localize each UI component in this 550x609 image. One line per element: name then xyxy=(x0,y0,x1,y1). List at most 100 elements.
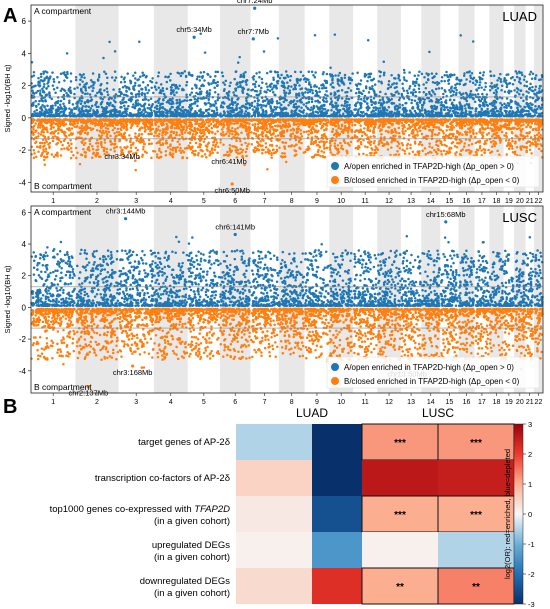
point-a-open xyxy=(347,78,351,81)
point-a-open xyxy=(219,105,223,109)
point-b-closed xyxy=(148,119,151,122)
point-a-open xyxy=(63,79,66,82)
point-b-closed xyxy=(142,123,146,126)
point-a-open xyxy=(150,80,154,84)
point-a-open xyxy=(280,81,284,84)
point-a-open xyxy=(123,104,126,108)
point-b-closed xyxy=(231,126,234,130)
point-a-open xyxy=(297,79,300,82)
point-a-open xyxy=(217,93,220,96)
point-a-open xyxy=(104,72,108,76)
point-a-open xyxy=(374,108,378,112)
point-b-closed xyxy=(274,128,277,131)
point-b-closed xyxy=(183,131,187,134)
point-b-closed xyxy=(73,122,76,126)
point-a-open xyxy=(244,109,248,113)
point-a-open xyxy=(74,75,78,79)
point-b-closed xyxy=(259,139,262,143)
scatter-points xyxy=(30,32,544,172)
point-b-closed xyxy=(119,128,123,132)
point-b-closed xyxy=(103,124,106,127)
point-a-open xyxy=(96,79,100,82)
point-b-closed xyxy=(328,148,332,152)
point-a-open xyxy=(236,102,239,106)
point-a-open xyxy=(103,107,106,110)
point-a-open xyxy=(77,113,80,117)
point-b-closed xyxy=(357,131,361,134)
point-b-closed xyxy=(228,132,231,135)
point-b-closed xyxy=(69,156,73,160)
point-b-closed xyxy=(235,139,238,143)
point-a-open xyxy=(39,75,43,79)
point-b-closed xyxy=(334,146,337,150)
point-a-open xyxy=(254,85,257,89)
point-a-open xyxy=(373,114,376,118)
point-a-open xyxy=(359,91,362,95)
point-a-open xyxy=(324,93,327,97)
point-a-open xyxy=(260,96,264,99)
point-b-closed xyxy=(69,147,73,150)
point-b-closed xyxy=(330,118,333,121)
point-a-open xyxy=(354,108,358,111)
point-b-closed xyxy=(321,137,325,140)
point-a-open xyxy=(295,112,298,116)
point-a-open xyxy=(69,110,73,114)
point-a-open xyxy=(65,91,68,95)
point-b-closed xyxy=(40,141,44,145)
point-b-closed xyxy=(290,118,293,121)
point-a-open xyxy=(220,114,223,118)
point-a-open xyxy=(305,112,308,116)
point-b-closed xyxy=(187,118,190,121)
point-b-closed xyxy=(70,127,74,130)
point-a-open xyxy=(169,88,173,92)
point-a-open xyxy=(406,91,410,95)
point-a-open xyxy=(357,87,360,91)
point-a-open xyxy=(134,99,138,103)
point-b-closed xyxy=(49,127,53,131)
point-a-open xyxy=(169,91,173,95)
point-a-open xyxy=(270,88,274,91)
point-a-open xyxy=(65,114,69,118)
point-a-open xyxy=(239,84,242,87)
point-a-open xyxy=(43,82,46,86)
point-a-open xyxy=(397,112,401,116)
point-a-open xyxy=(80,107,84,110)
point-b-closed xyxy=(50,153,54,156)
point-b-closed xyxy=(264,134,268,138)
point-b-closed xyxy=(358,118,362,121)
point-a-open xyxy=(329,97,333,101)
point-b-closed xyxy=(204,127,207,131)
point-a-open xyxy=(89,78,93,82)
point-b-closed xyxy=(409,143,412,147)
point-b-closed xyxy=(396,140,400,144)
point-b-closed xyxy=(246,144,249,148)
point-a-open xyxy=(39,89,42,92)
point-a-open xyxy=(185,93,188,97)
point-a-open xyxy=(97,73,101,77)
point-b-closed xyxy=(156,128,160,131)
point-b-closed xyxy=(336,122,340,125)
point-a-open xyxy=(251,108,255,111)
point-b-closed xyxy=(300,121,303,125)
point-a-open xyxy=(105,81,109,85)
point-b-closed xyxy=(299,118,303,121)
point-a-open xyxy=(414,90,417,94)
point-b-closed xyxy=(337,134,341,137)
point-a-open xyxy=(382,73,386,77)
point-b-closed xyxy=(257,120,261,123)
point-b-closed xyxy=(63,147,66,150)
point-a-open xyxy=(207,108,211,111)
point-a-open xyxy=(274,112,277,116)
point-a-open xyxy=(187,72,191,76)
point-b-closed xyxy=(215,119,219,122)
point-b-closed xyxy=(76,151,79,154)
point-a-open xyxy=(331,77,334,81)
point-b-closed xyxy=(366,141,370,144)
point-a-open xyxy=(334,92,337,96)
point-b-closed xyxy=(329,139,332,143)
point-a-open xyxy=(256,104,259,108)
point-a-open xyxy=(174,111,178,115)
point-a-open xyxy=(95,105,99,109)
point-a-open xyxy=(61,72,65,75)
point-a-open xyxy=(321,83,325,86)
